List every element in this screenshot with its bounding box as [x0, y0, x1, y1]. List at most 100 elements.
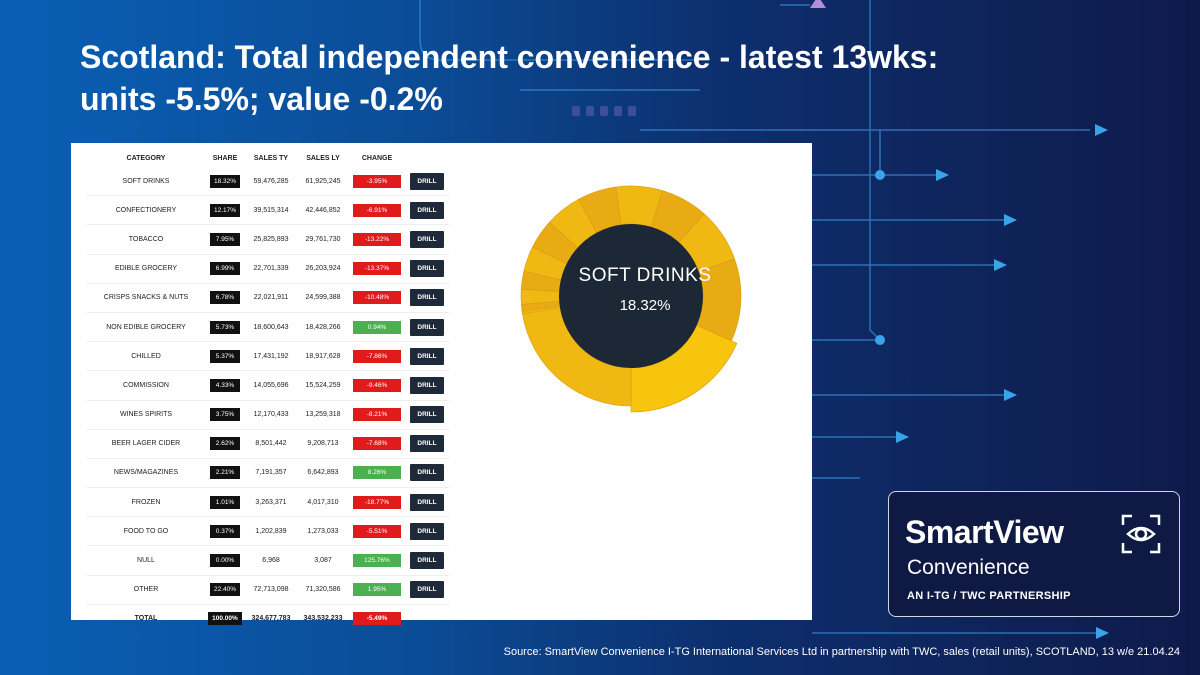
row-sales-ty: 39,515,314 [245, 195, 297, 226]
table-row[interactable]: EDIBLE GROCERY 6.99% 22,701,339 26,203,924-… [87, 254, 449, 284]
row-category: EDIBLE GROCERY [87, 254, 205, 284]
table-row[interactable]: COMMISSION 4.33% 14,055,696 15,524,259 -9.46… [87, 370, 449, 401]
table-row[interactable]: NEWS/MAGAZINES 2.21% 7,191,357 6,642,893 8.2… [87, 458, 449, 489]
drill-button[interactable]: DRILL [410, 201, 444, 219]
row-change: -7.68% [353, 437, 401, 451]
row-share: 5.37% [210, 349, 240, 363]
row-sales-ty: 8,501,442 [245, 429, 297, 459]
row-category: COMMISSION [87, 370, 205, 401]
row-change-cell: -7.68% [349, 429, 405, 459]
row-share-cell: 2.62% [205, 429, 245, 459]
drill-button[interactable]: DRILL [410, 172, 444, 190]
row-change: -3.95% [353, 174, 401, 188]
row-drill-cell: DRILL [405, 487, 449, 518]
row-category: TOBACCO [87, 224, 205, 255]
table-row[interactable]: BEER LAGER CIDER 2.62% 8,501,442 9,208,713-… [87, 429, 449, 459]
row-drill-cell: DRILL [405, 341, 449, 372]
row-sales-ly: 6,642,893 [297, 458, 349, 489]
table-row[interactable]: CRISPS SNACKS & NUTS 6.78% 22,021,911 24,59… [87, 283, 449, 313]
logo-subtitle: Convenience [907, 556, 1030, 579]
row-change-cell: 8.26% [349, 458, 405, 489]
row-sales-ly: 26,203,924 [297, 254, 349, 284]
row-drill-cell: DRILL [405, 167, 449, 197]
table-row[interactable]: OTHER 22.40% 72,713,098 71,320,586 1.95% DRIL… [87, 575, 449, 605]
row-change: 125.76% [353, 554, 401, 568]
header-sales-ly[interactable]: SALES LY [306, 154, 340, 162]
row-share: 12.17% [209, 203, 241, 217]
total-share-cell: 100.00% [205, 604, 245, 633]
table-row[interactable]: TOBACCO 7.95% 25,825,893 29,761,730 -13.22% D… [87, 224, 449, 255]
row-drill-cell: DRILL [405, 224, 449, 255]
row-change: -9.46% [353, 378, 401, 392]
row-share-cell: 3.75% [205, 400, 245, 430]
drill-button[interactable]: DRILL [410, 318, 444, 336]
header-sales-ty[interactable]: SALES TY [253, 154, 289, 162]
row-drill-cell: DRILL [405, 195, 449, 226]
row-category: BEER LAGER CIDER [87, 429, 205, 459]
row-share: 2.21% [210, 466, 240, 480]
header-category[interactable]: CATEGORY [126, 154, 166, 162]
row-sales-ly: 9,208,713 [297, 429, 349, 459]
table-row[interactable]: WINES SPIRITS 3.75% 12,170,433 13,259,318 -8… [87, 400, 449, 430]
drill-button[interactable]: DRILL [410, 260, 444, 278]
category-table: CATEGORY SHARE SALES TY SALES LY CHANGE … [87, 149, 449, 633]
header-share[interactable]: SHARE [212, 154, 238, 162]
row-change: -13.37% [353, 262, 401, 276]
table-row[interactable]: CHILLED 5.37% 17,431,192 18,917,628 -7.86% DR… [87, 341, 449, 372]
drill-button[interactable]: DRILL [410, 230, 444, 248]
drill-button[interactable]: DRILL [410, 376, 444, 394]
row-sales-ly: 24,599,388 [297, 283, 349, 313]
row-share: 6.78% [210, 291, 240, 305]
row-sales-ly: 1,273,033 [297, 516, 349, 547]
row-category: CONFECTIONERY [87, 195, 205, 226]
row-share: 18.32% [209, 174, 241, 188]
drill-button[interactable]: DRILL [410, 406, 444, 424]
drill-button[interactable]: DRILL [410, 289, 444, 307]
row-share: 3.75% [210, 408, 240, 422]
donut-selected-share: 18.32% [619, 297, 671, 314]
drill-button[interactable]: DRILL [410, 493, 444, 511]
row-share: 22.40% [209, 583, 241, 597]
row-share-cell: 5.73% [205, 312, 245, 343]
row-sales-ly: 42,446,852 [297, 195, 349, 226]
drill-button[interactable]: DRILL [410, 464, 444, 482]
table-row[interactable]: NON EDIBLE GROCERY 5.73% 18,600,643 18,428,… [87, 312, 449, 343]
table-row[interactable]: FROZEN 1.01% 3,263,371 4,017,310 -18.77% DRIL… [87, 487, 449, 518]
share-donut-chart [520, 185, 742, 413]
row-share-cell: 1.01% [205, 487, 245, 518]
row-share-cell: 18.32% [205, 167, 245, 197]
row-share-cell: 2.21% [205, 458, 245, 489]
row-change-cell: -9.46% [349, 370, 405, 401]
row-drill-cell: DRILL [405, 575, 449, 605]
row-sales-ly: 61,925,245 [297, 167, 349, 197]
total-sales-ty: 324,677,783 [251, 615, 291, 623]
table-row[interactable]: SOFT DRINKS 18.32% 59,476,285 61,925,245 -3.… [87, 167, 449, 197]
logo-partnership: AN I-TG / TWC PARTNERSHIP [907, 590, 1071, 602]
row-change: -18.77% [353, 495, 401, 509]
table-row[interactable]: NULL 0.00% 6,968 3,087 125.76% DRILL [87, 545, 449, 576]
donut-center [559, 224, 703, 368]
row-change: 8.26% [353, 466, 401, 480]
row-change: 0.94% [353, 320, 401, 334]
drill-button[interactable]: DRILL [410, 581, 444, 599]
title-line-2: units -5.5%; value -0.2% [80, 81, 443, 117]
row-change-cell: -13.37% [349, 254, 405, 284]
row-category: SOFT DRINKS [87, 167, 205, 197]
table-total-row: TOTAL 100.00% 324,677,783 343,532,233 -5.49% [87, 604, 449, 633]
row-change: -13.22% [353, 232, 401, 246]
drill-button[interactable]: DRILL [410, 435, 444, 453]
table-row[interactable]: CONFECTIONERY 12.17% 39,515,314 42,446,852-… [87, 195, 449, 226]
header-change[interactable]: CHANGE [361, 154, 393, 162]
row-sales-ly: 4,017,310 [297, 487, 349, 518]
row-sales-ty: 7,191,357 [245, 458, 297, 489]
row-category: FROZEN [87, 487, 205, 518]
row-category: CRISPS SNACKS & NUTS [87, 283, 205, 313]
drill-button[interactable]: DRILL [410, 522, 444, 540]
row-sales-ly: 71,320,586 [297, 575, 349, 605]
table-row[interactable]: FOOD TO GO 0.37% 1,202,839 1,273,033 -5.51% D… [87, 516, 449, 547]
row-change: -6.91% [353, 203, 401, 217]
row-share-cell: 4.33% [205, 370, 245, 401]
drill-button[interactable]: DRILL [410, 347, 444, 365]
drill-button[interactable]: DRILL [410, 552, 444, 570]
row-drill-cell: DRILL [405, 516, 449, 547]
